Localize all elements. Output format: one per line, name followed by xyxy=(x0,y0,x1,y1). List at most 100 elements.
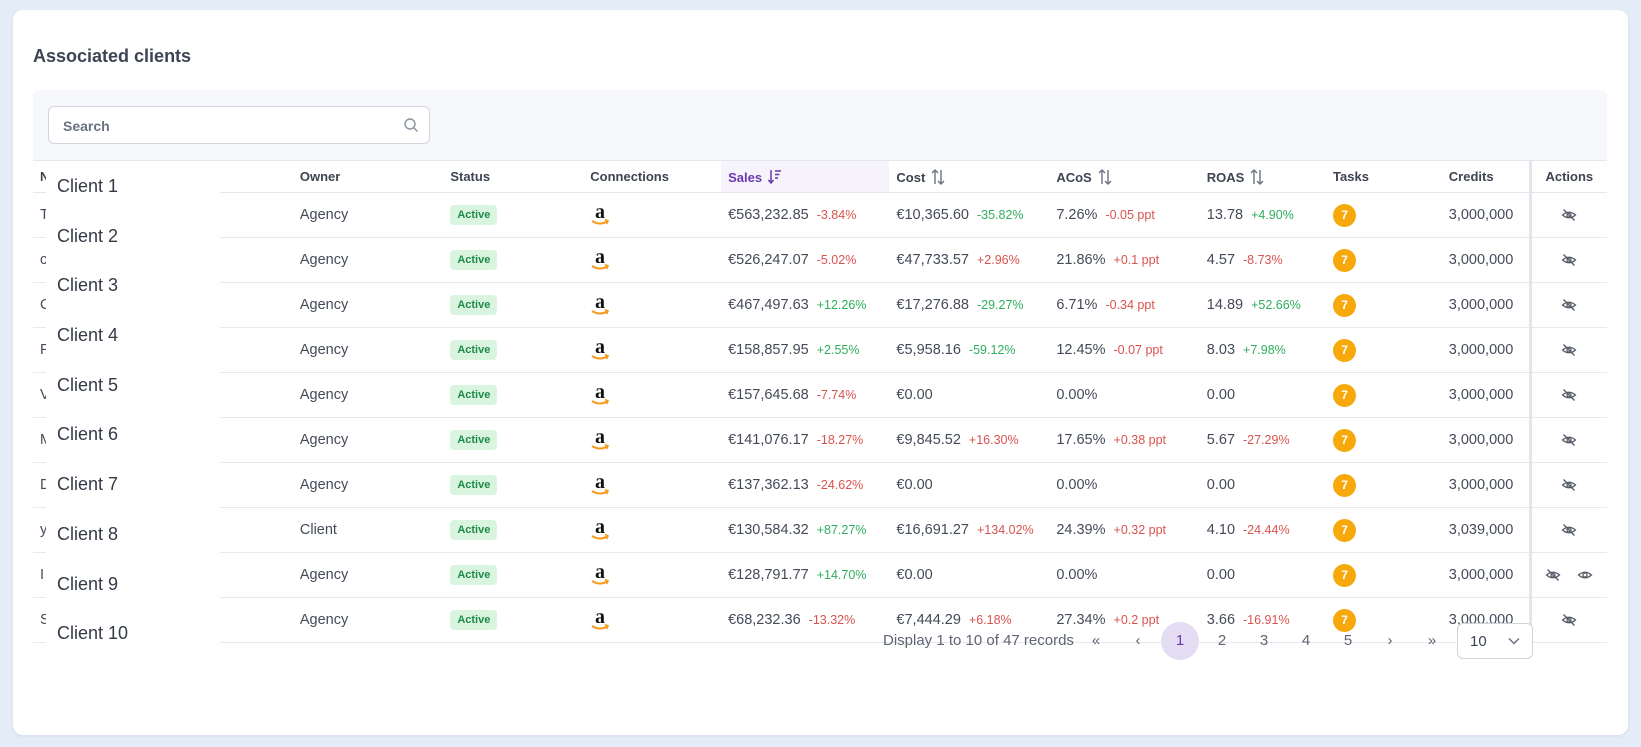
sort-descending-icon[interactable] xyxy=(768,169,782,185)
roas-delta: -8.73% xyxy=(1243,253,1283,267)
cell-credits: 3,000,000 xyxy=(1441,237,1531,283)
column-header-roas[interactable]: ROAS xyxy=(1199,160,1327,193)
cell-actions xyxy=(1528,372,1607,418)
owner-text: Client xyxy=(299,522,337,538)
roas-value: 0.00 xyxy=(1206,567,1236,583)
sales-value: €128,791.77 xyxy=(728,567,809,583)
hide-icon[interactable] xyxy=(1561,522,1577,538)
acos-value: 7.26% xyxy=(1056,207,1098,223)
column-header-owner[interactable]: Owner xyxy=(292,160,444,193)
cost-value: €17,276.88 xyxy=(896,297,969,313)
column-header-sales[interactable]: Sales xyxy=(721,160,890,193)
page-button-2[interactable]: 2 xyxy=(1217,632,1227,649)
hide-icon[interactable] xyxy=(1561,612,1577,628)
column-header-tasks[interactable]: Tasks xyxy=(1326,160,1442,193)
dropdown-option[interactable]: Client 9 xyxy=(57,573,119,594)
cost-delta: +6.18% xyxy=(968,613,1012,627)
tasks-count-badge[interactable]: 7 xyxy=(1333,293,1357,317)
roas-value: 4.10 xyxy=(1206,522,1236,538)
page-button-3[interactable]: 3 xyxy=(1259,632,1269,649)
dropdown-option[interactable]: Client 6 xyxy=(57,424,119,445)
sort-icon[interactable] xyxy=(1098,168,1112,185)
hide-icon[interactable] xyxy=(1561,297,1577,313)
column-header-credits[interactable]: Credits xyxy=(1441,160,1531,193)
cost-value: €47,733.57 xyxy=(896,252,969,268)
acos-delta: +0.1 ppt xyxy=(1113,253,1160,267)
prev-page-button[interactable]: ‹ xyxy=(1135,632,1141,649)
table-row[interactable]: F Agency Active a €158,857.95 +2.55% €5,958.16… xyxy=(33,327,1607,373)
hide-icon[interactable] xyxy=(1561,207,1577,223)
dropdown-option[interactable]: Client 7 xyxy=(57,474,119,495)
search-icon[interactable] xyxy=(403,117,419,133)
table-row[interactable]: V Agency Active a €157,645.68 -7.74% €0.00 0.00… xyxy=(33,372,1607,418)
dropdown-option[interactable]: Client 5 xyxy=(57,374,119,395)
sales-value: €157,645.68 xyxy=(728,387,809,403)
sales-value: €130,584.32 xyxy=(728,522,809,538)
tasks-count-badge[interactable]: 7 xyxy=(1333,203,1357,227)
table-row[interactable]: MAgencyActivea€141,076.17-18.27%€9,845.5… xyxy=(33,417,1607,463)
clients-table: N Owner Status Connections Sales Cost AC… xyxy=(33,160,1607,643)
cell-roas: 4.10 -24.44% xyxy=(1199,507,1327,553)
first-page-button[interactable]: « xyxy=(1091,632,1101,649)
page-button-1[interactable]: 1 xyxy=(1161,622,1199,660)
hide-icon[interactable] xyxy=(1561,432,1577,448)
hide-icon[interactable] xyxy=(1561,252,1577,268)
dropdown-option[interactable]: Client 1 xyxy=(57,176,119,196)
column-label-tasks: Tasks xyxy=(1333,169,1369,184)
page-button-4[interactable]: 4 xyxy=(1301,632,1311,649)
sort-icon[interactable] xyxy=(1250,168,1264,185)
column-header-status[interactable]: Status xyxy=(443,160,584,193)
view-icon[interactable] xyxy=(1577,567,1593,583)
credits-value: 3,000,000 xyxy=(1448,567,1514,583)
cell-status: Active xyxy=(443,597,584,643)
next-page-button[interactable]: › xyxy=(1387,632,1393,649)
cell-owner: Agency xyxy=(292,327,444,373)
column-label-owner: Owner xyxy=(299,169,341,184)
tasks-count-badge[interactable]: 7 xyxy=(1333,473,1357,497)
sort-icon[interactable] xyxy=(931,168,945,185)
column-header-connections[interactable]: Connections xyxy=(583,160,722,193)
table-header: N Owner Status Connections Sales Cost AC… xyxy=(33,160,1607,193)
dropdown-option[interactable]: Client 8 xyxy=(57,523,119,544)
table-row[interactable]: T Agency Active a €563,232.85 -3.84% €10,365.6… xyxy=(33,192,1607,238)
acos-value: 0.00% xyxy=(1056,387,1098,403)
table-row[interactable]: C Agency Active a €467,497.63 +12.26% €17,276.… xyxy=(33,282,1607,328)
hide-icon[interactable] xyxy=(1561,477,1577,493)
cell-owner: Agency xyxy=(292,372,444,418)
hide-icon[interactable] xyxy=(1545,567,1561,583)
client-dropdown-menu: Client 1 Client 2 Client 3 Client 4 Client 5… xyxy=(46,162,220,647)
table-row[interactable]: c Agency Active a €526,247.07 -5.02% €47,733.5… xyxy=(33,237,1607,283)
dropdown-option[interactable]: Client 4 xyxy=(57,325,119,346)
cell-actions xyxy=(1528,192,1607,238)
dropdown-option[interactable]: Client 3 xyxy=(57,275,119,296)
cell-credits: 3,000,000 xyxy=(1441,372,1531,418)
hide-icon[interactable] xyxy=(1561,342,1577,358)
last-page-button[interactable]: » xyxy=(1427,632,1437,649)
cell-sales: €563,232.85 -3.84% xyxy=(721,192,890,238)
column-header-cost[interactable]: Cost xyxy=(889,160,1050,193)
tasks-count-badge[interactable]: 7 xyxy=(1333,383,1357,407)
dropdown-option[interactable]: Client 2 xyxy=(57,225,119,246)
tasks-count-badge[interactable]: 7 xyxy=(1333,248,1357,272)
table-row[interactable]: y Client Active a €130,584.32 +87.27% €16,691.… xyxy=(33,507,1607,553)
page-button-5[interactable]: 5 xyxy=(1343,632,1353,649)
roas-value: 5.67 xyxy=(1206,432,1236,448)
search-input[interactable] xyxy=(61,107,385,145)
table-row[interactable]: I Agency Active a €128,791.77 +14.70% €0.00 0.0… xyxy=(33,552,1607,598)
cost-value: €16,691.27 xyxy=(896,522,969,538)
column-header-acos[interactable]: ACoS xyxy=(1049,160,1200,193)
client-name: D xyxy=(40,477,50,493)
table-row[interactable]: D Agency Active a €137,362.13 -24.62% €0.00 0.0… xyxy=(33,462,1607,508)
page-size-select[interactable]: 10 xyxy=(1457,623,1533,659)
tasks-count-badge[interactable]: 7 xyxy=(1333,518,1357,542)
search-box[interactable] xyxy=(48,106,430,145)
tasks-count-badge[interactable]: 7 xyxy=(1333,338,1357,362)
tasks-count-badge[interactable]: 7 xyxy=(1333,608,1357,632)
dropdown-option[interactable]: Client 10 xyxy=(57,623,129,644)
tasks-count-badge[interactable]: 7 xyxy=(1333,563,1357,587)
cell-tasks: 7 xyxy=(1326,507,1442,553)
acos-value: 21.86% xyxy=(1056,252,1106,268)
hide-icon[interactable] xyxy=(1561,387,1577,403)
tasks-count-badge[interactable]: 7 xyxy=(1333,428,1357,452)
cost-value: €0.00 xyxy=(896,567,933,583)
